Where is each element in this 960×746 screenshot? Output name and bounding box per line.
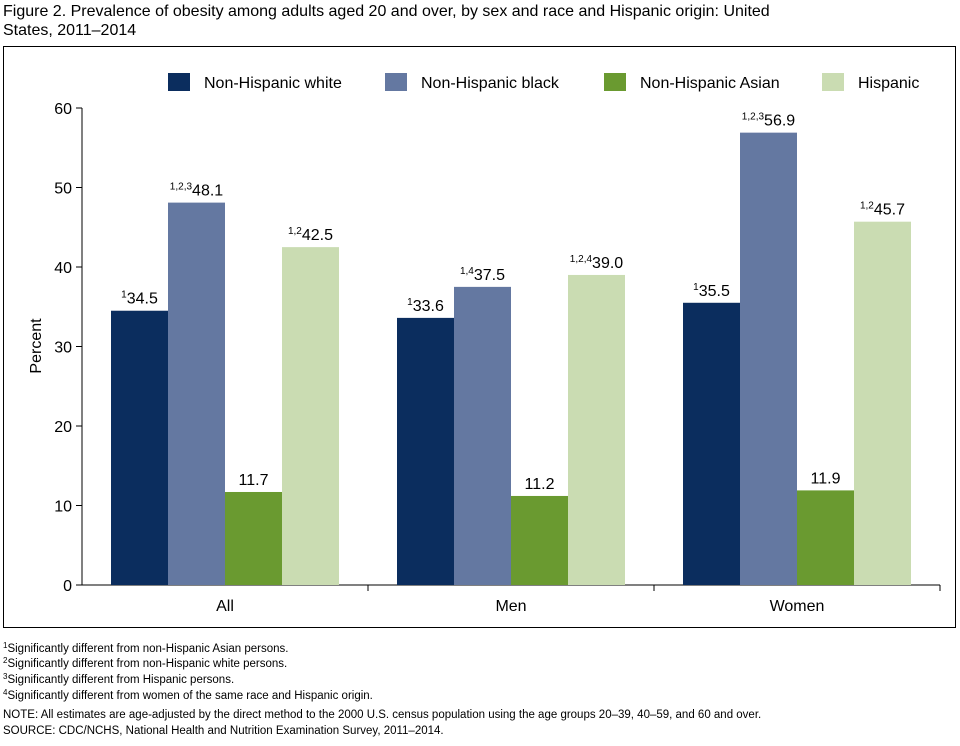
footnote-mark: 1,2: [288, 226, 302, 237]
bar: [225, 491, 282, 585]
x-tick-label: Women: [770, 598, 825, 615]
y-tick-label: 0: [63, 578, 72, 595]
value-text: 11.7: [239, 472, 269, 489]
bar: [511, 495, 568, 585]
y-tick-label: 60: [54, 101, 72, 118]
chart-title: Figure 2. Prevalence of obesity among ad…: [3, 3, 770, 39]
value-label: 135.5: [693, 282, 730, 300]
footnote-text: Significantly different from non-Hispani…: [7, 643, 288, 655]
footnote-mark: 1,2,3: [742, 112, 765, 123]
footnote-mark: 1: [121, 290, 127, 301]
value-text: 37.5: [474, 267, 505, 284]
value-label: 1,2,348.1: [170, 182, 223, 200]
footnote-mark: 2: [3, 656, 8, 665]
x-tick-label: Men: [495, 598, 526, 615]
value-label: 133.6: [407, 297, 444, 315]
legend-label: Hispanic: [858, 75, 919, 92]
value-label: 134.5: [121, 290, 158, 308]
footnote-mark: 1: [3, 641, 8, 650]
value-text: 33.6: [413, 298, 444, 315]
value-label: 11.2: [525, 476, 555, 493]
title-line: Figure 2. Prevalence of obesity among ad…: [3, 3, 770, 20]
value-text: 45.7: [874, 202, 905, 219]
legend-label: Non-Hispanic white: [204, 75, 342, 92]
footnote: 1Significantly different from non-Hispan…: [3, 641, 289, 655]
y-axis-label: Percent: [28, 318, 45, 374]
bar: [740, 132, 797, 585]
source: SOURCE: CDC/NCHS, National Health and Nu…: [3, 725, 444, 737]
value-text: 11.9: [811, 470, 841, 487]
footnote: 4Significantly different from women of t…: [3, 688, 373, 702]
footnote-mark: 1,4: [460, 266, 474, 277]
footnote-mark: 1,2: [860, 201, 874, 212]
bar: [168, 202, 225, 586]
value-label: 11.7: [239, 472, 269, 489]
bar: [397, 317, 454, 585]
footnote-text: Significantly different from women of th…: [7, 690, 372, 702]
value-text: 34.5: [127, 291, 158, 308]
y-tick-label: 50: [54, 181, 72, 198]
bar: [683, 302, 740, 585]
footnote-mark: 3: [3, 672, 8, 681]
value-text: 56.9: [764, 113, 795, 130]
value-label: 1,245.7: [860, 201, 905, 219]
y-tick-label: 20: [54, 419, 72, 436]
value-text: 48.1: [192, 183, 223, 200]
value-label: 1,242.5: [288, 226, 333, 244]
bar: [854, 221, 911, 585]
x-tick-label: All: [216, 598, 234, 615]
value-text: 39.0: [592, 255, 623, 272]
value-label: 1,2,356.9: [742, 112, 795, 130]
legend-swatch: [385, 73, 407, 91]
note: NOTE: All estimates are age-adjusted by …: [3, 709, 761, 721]
bar: [111, 310, 168, 585]
legend-swatch: [822, 73, 844, 91]
y-tick-label: 30: [54, 340, 72, 357]
legend-label: Non-Hispanic black: [421, 75, 560, 92]
value-label: 1,2,439.0: [570, 254, 623, 272]
value-text: 11.2: [525, 476, 555, 493]
chart-frame: [3, 46, 956, 628]
legend-label: Non-Hispanic Asian: [640, 75, 780, 92]
footnote-text: Significantly different from Hispanic pe…: [7, 674, 234, 686]
footnote-mark: 1: [693, 282, 699, 293]
y-tick-label: 10: [54, 499, 72, 516]
bar: [797, 490, 854, 585]
value-label: 11.9: [811, 470, 841, 487]
y-tick-label: 40: [54, 260, 72, 277]
footnote: 3Significantly different from Hispanic p…: [3, 672, 234, 686]
footnote-mark: 4: [3, 688, 8, 697]
footnote: 2Significantly different from non-Hispan…: [3, 656, 287, 670]
bar: [282, 247, 339, 585]
value-text: 35.5: [699, 283, 730, 300]
value-text: 42.5: [302, 227, 333, 244]
footnote-mark: 1,2,3: [170, 182, 193, 193]
legend-swatch: [604, 73, 626, 91]
bar: [454, 286, 511, 585]
footnote-mark: 1: [407, 297, 413, 308]
footnote-mark: 1,2,4: [570, 254, 593, 265]
footnote-text: Significantly different from non-Hispani…: [7, 658, 287, 670]
title-line: States, 2011–2014: [3, 22, 136, 39]
value-label: 1,437.5: [460, 266, 505, 284]
legend-swatch: [168, 73, 190, 91]
bar: [568, 274, 625, 585]
